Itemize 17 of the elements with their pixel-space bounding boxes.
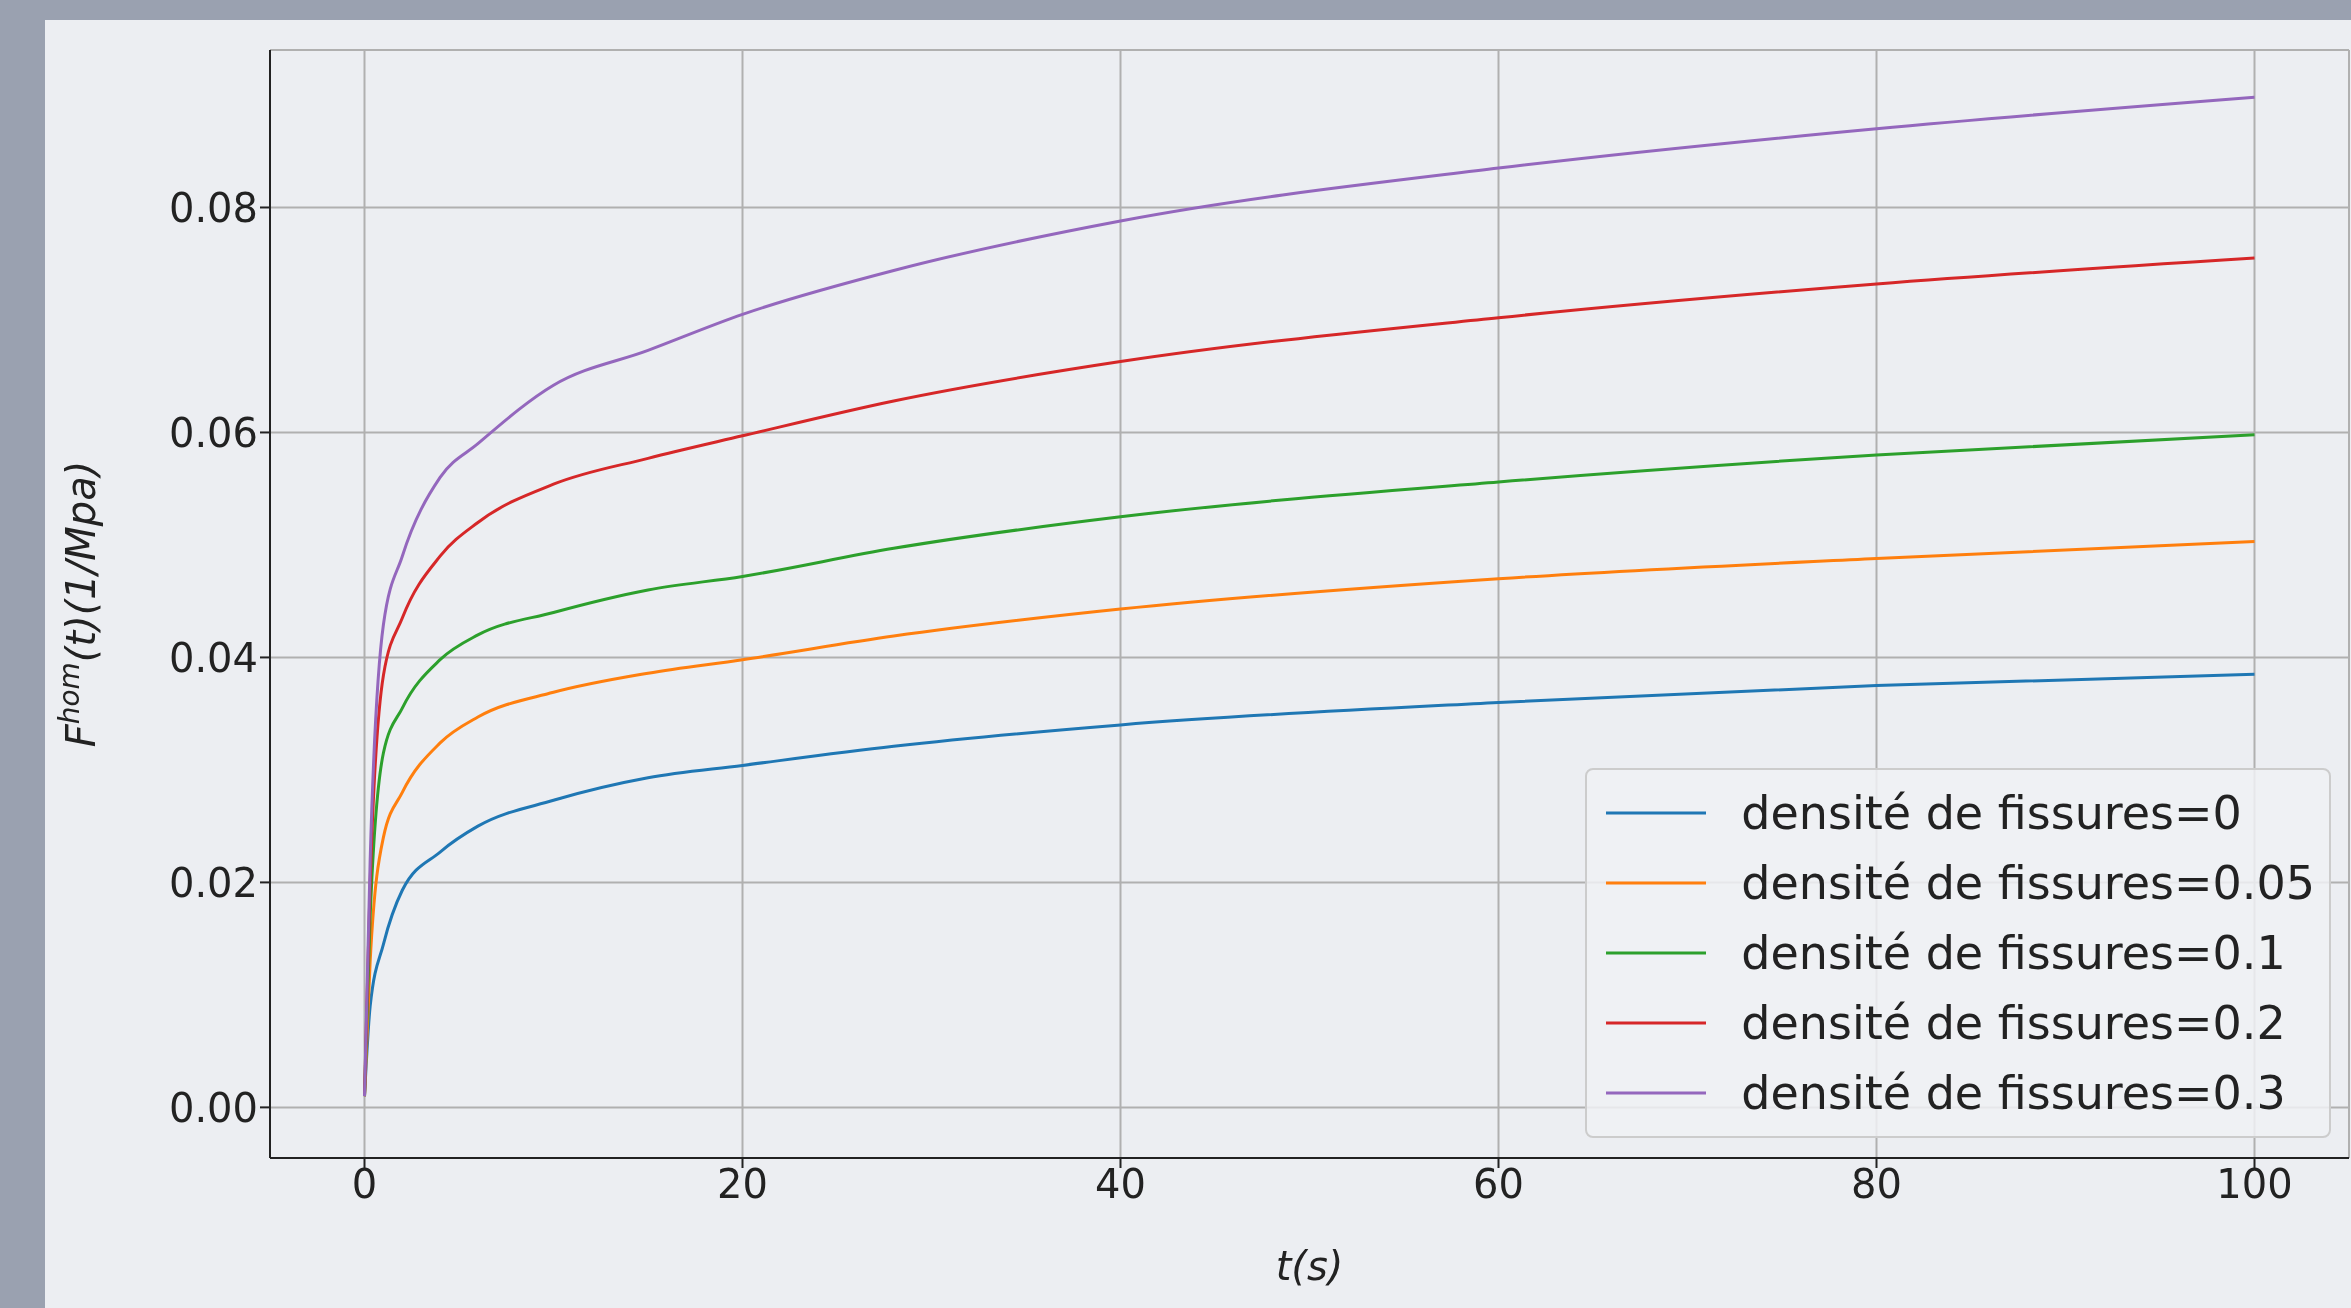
y-tick-label: 0.00 [168, 1084, 258, 1131]
x-tick-label: 0 [351, 1161, 378, 1208]
x-tick-label: 20 [717, 1161, 768, 1208]
legend-label: densité de fissures=0.1 [1741, 925, 2286, 982]
x-tick-label: 60 [1473, 1161, 1524, 1208]
x-tick-label: 40 [1095, 1161, 1146, 1208]
y-tick-label: 0.04 [168, 634, 258, 681]
legend-label: densité de fissures=0.3 [1741, 1065, 2286, 1122]
x-tick-label: 80 [1851, 1161, 1902, 1208]
legend-label: densité de fissures=0.2 [1741, 995, 2286, 1052]
y-tick-label: 0.08 [168, 184, 258, 231]
legend-label: densité de fissures=0 [1741, 785, 2242, 842]
y-tick-label: 0.02 [168, 859, 258, 906]
x-tick-label: 100 [2216, 1161, 2293, 1208]
x-axis-title: t(s) [1275, 1243, 1344, 1289]
y-tick-label: 0.06 [168, 409, 258, 456]
legend-label: densité de fissures=0.05 [1741, 855, 2315, 912]
